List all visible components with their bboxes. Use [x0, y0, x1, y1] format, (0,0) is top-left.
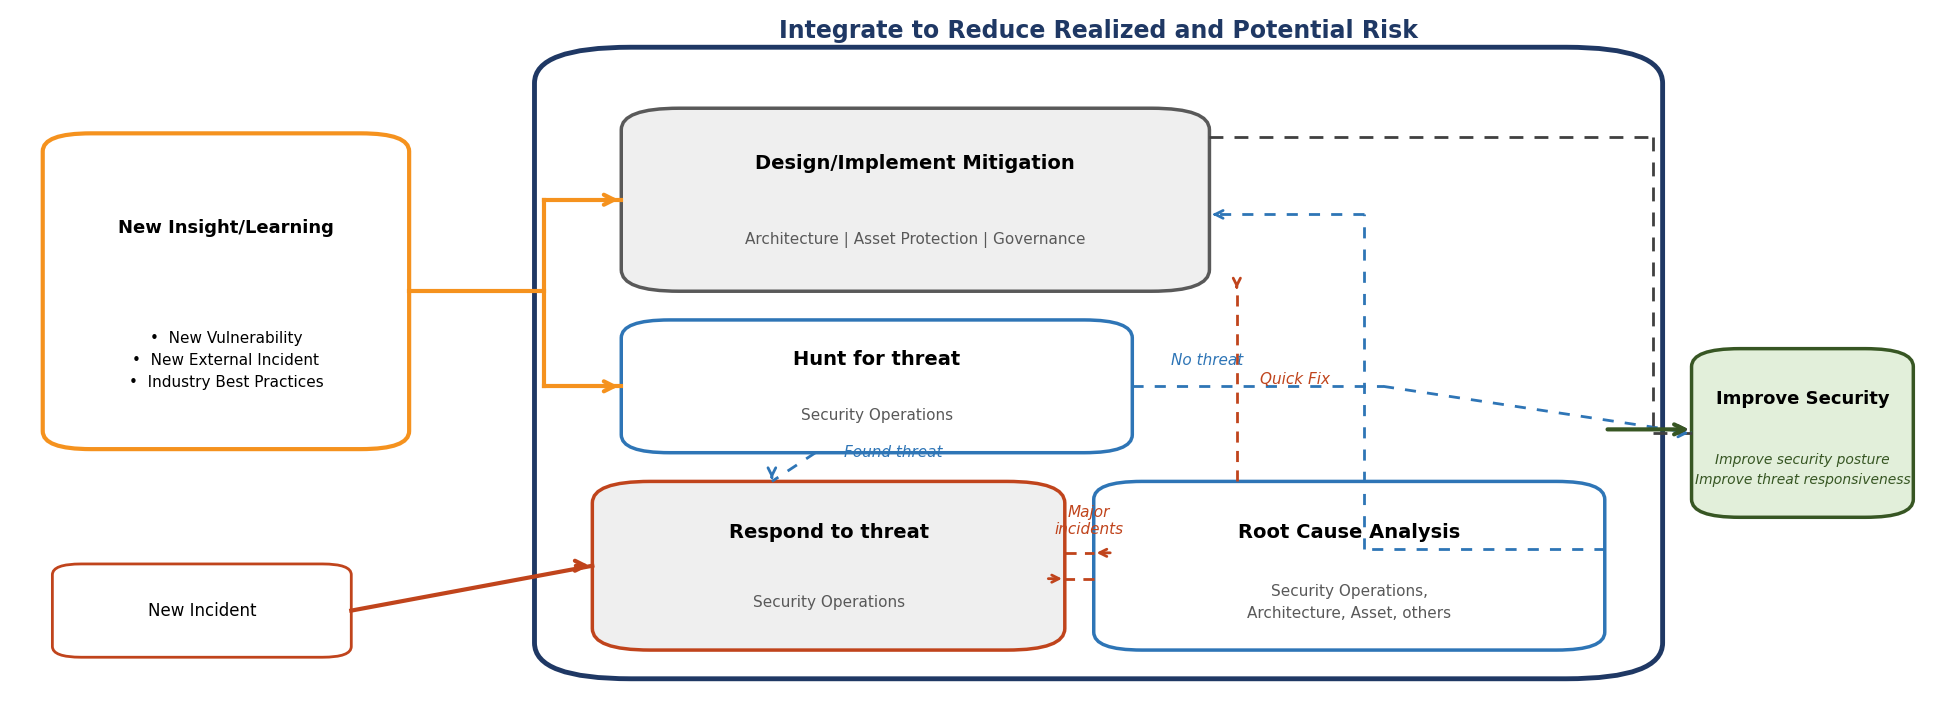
Text: Improve security posture
Improve threat responsiveness: Improve security posture Improve threat … [1694, 453, 1910, 487]
Text: Security Operations: Security Operations [752, 595, 905, 611]
Text: Design/Implement Mitigation: Design/Implement Mitigation [756, 154, 1074, 173]
Text: Architecture | Asset Protection | Governance: Architecture | Asset Protection | Govern… [744, 232, 1086, 248]
FancyBboxPatch shape [1094, 481, 1605, 650]
Text: Hunt for threat: Hunt for threat [793, 350, 960, 370]
Text: Found threat: Found threat [845, 445, 942, 460]
Text: Major
incidents: Major incidents [1055, 505, 1123, 537]
Text: Improve Security: Improve Security [1716, 391, 1889, 408]
FancyBboxPatch shape [593, 481, 1065, 650]
FancyBboxPatch shape [52, 564, 352, 657]
Text: New Incident: New Incident [148, 602, 256, 619]
Text: Quick Fix: Quick Fix [1259, 372, 1329, 387]
Text: Security Operations,
Architecture, Asset, others: Security Operations, Architecture, Asset… [1247, 584, 1451, 621]
Text: Integrate to Reduce Realized and Potential Risk: Integrate to Reduce Realized and Potenti… [779, 20, 1418, 44]
FancyBboxPatch shape [1692, 348, 1914, 518]
Text: No threat: No threat [1172, 354, 1244, 368]
FancyBboxPatch shape [622, 320, 1133, 453]
Text: Security Operations: Security Operations [801, 408, 952, 423]
Text: Root Cause Analysis: Root Cause Analysis [1238, 523, 1461, 542]
Text: •  New Vulnerability
•  New External Incident
•  Industry Best Practices: • New Vulnerability • New External Incid… [128, 331, 323, 391]
FancyBboxPatch shape [43, 134, 410, 449]
Text: New Insight/Learning: New Insight/Learning [119, 219, 334, 237]
Text: Respond to threat: Respond to threat [729, 523, 929, 542]
FancyBboxPatch shape [622, 108, 1209, 291]
